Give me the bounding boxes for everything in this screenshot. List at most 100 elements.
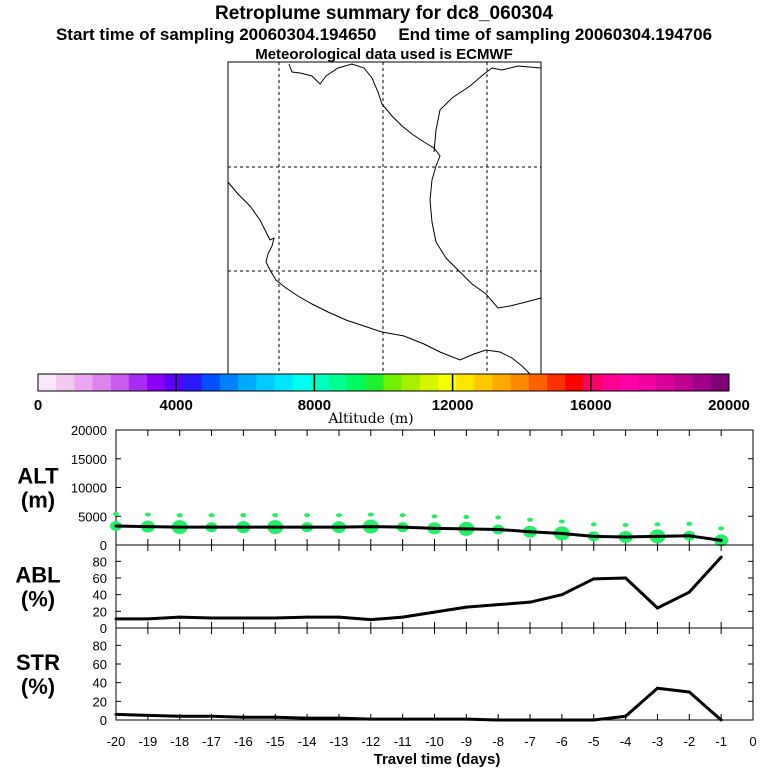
data-point <box>560 593 564 597</box>
y-tick-label: 80 <box>93 554 107 569</box>
colorbar-swatch <box>383 374 403 391</box>
colorbar-swatch <box>456 374 475 391</box>
data-point <box>655 686 659 690</box>
coastline <box>288 63 542 309</box>
data-point <box>305 615 309 619</box>
x-tick-label: -6 <box>556 734 568 749</box>
end-time-label: End time of sampling 20060304.194706 <box>398 25 713 44</box>
colorbar-swatch <box>219 374 239 391</box>
coastline <box>227 181 531 375</box>
y-tick-label: 40 <box>93 588 107 603</box>
plume-marker <box>431 514 438 519</box>
x-tick-label: -16 <box>234 734 253 749</box>
data-point <box>114 524 118 528</box>
colorbar-swatch <box>547 374 566 391</box>
data-point <box>719 538 723 542</box>
data-point <box>273 715 277 719</box>
x-tick-label: -3 <box>652 734 664 749</box>
plume-marker <box>654 522 661 527</box>
plume-marker <box>558 519 565 524</box>
x-tick-label: -17 <box>202 734 221 749</box>
colorbar-swatch <box>692 374 712 391</box>
data-point <box>305 716 309 720</box>
colorbar-swatch <box>474 374 494 391</box>
plume-marker <box>113 512 119 517</box>
data-point <box>496 527 500 531</box>
y-tick-label: 10000 <box>71 481 107 496</box>
x-tick-label: 0 <box>749 734 756 749</box>
y-tick-label: 40 <box>93 676 107 691</box>
data-point <box>337 525 341 529</box>
panels: 05000100001500020000ALT(m)020406080ABL(%… <box>15 423 754 728</box>
panel-unit: (%) <box>21 587 55 612</box>
plume-marker <box>367 512 374 517</box>
colorbar-swatch <box>74 374 94 391</box>
colorbar-swatch <box>147 374 166 391</box>
data-point <box>273 616 277 620</box>
colorbar-swatch <box>201 374 221 391</box>
data-point <box>464 527 468 531</box>
data-point <box>592 534 596 538</box>
panel-label: STR <box>16 650 60 675</box>
data-point <box>178 525 182 529</box>
data-point <box>433 526 436 530</box>
x-tick-label: -15 <box>266 734 285 749</box>
x-axis: -20 -19 -18 -17 -16 -15 -14 -13 -12 -11 -10 -9 -8 -7-… <box>107 734 757 749</box>
panel-frame <box>115 627 754 721</box>
data-point <box>592 577 596 581</box>
colorbar-swatch <box>92 374 112 391</box>
x-tick-label: -7 <box>524 734 536 749</box>
y-tick-label: 5000 <box>78 509 107 524</box>
x-tick-label: -18 <box>170 734 189 749</box>
data-point <box>560 532 564 535</box>
panel-label: ABL <box>15 563 60 588</box>
x-tick-label: -11 <box>394 734 412 749</box>
data-point <box>305 525 309 529</box>
data-point <box>464 717 468 721</box>
panel-str: 0 20 40 60 80 STR(%) <box>16 627 754 728</box>
colorbar-swatch <box>328 374 348 391</box>
x-tick-label: -14 <box>298 734 317 749</box>
colorbar-swatch <box>183 374 203 391</box>
data-point <box>528 600 532 604</box>
data-point <box>114 712 118 716</box>
x-tick-label: -10 <box>425 734 444 749</box>
plume-marker <box>176 513 183 518</box>
colorbar-swatch <box>601 374 621 391</box>
plume-marker <box>463 514 470 519</box>
x-tick-label: -20 <box>107 734 126 749</box>
colorbar-tick-label: 0 <box>34 397 42 414</box>
data-point <box>624 576 628 580</box>
colorbar-swatch <box>583 374 603 391</box>
colorbar-tick-label: 16000 <box>570 397 612 414</box>
y-tick-label: 0 <box>100 538 107 553</box>
colorbar-swatch <box>292 374 312 391</box>
data-point <box>687 590 691 594</box>
series-line <box>115 524 722 542</box>
chart-title: Retroplume summary for dc8_060304 <box>215 3 553 24</box>
panel-alt: 0 5000 10000 15000 20000 ALT(m) <box>17 423 754 553</box>
colorbar-swatch <box>56 374 75 391</box>
data-point <box>146 713 150 717</box>
data-point <box>337 716 341 720</box>
panel-frame <box>115 544 754 629</box>
map <box>227 61 542 375</box>
data-point <box>369 618 373 622</box>
plume-marker <box>622 522 629 527</box>
colorbar-tick-label: 12000 <box>432 397 474 414</box>
data-point <box>178 714 182 718</box>
data-point <box>433 610 436 614</box>
y-tick-label: 80 <box>93 638 107 653</box>
coastline <box>433 65 542 153</box>
data-point <box>146 525 150 529</box>
colorbar-swatch <box>528 374 548 391</box>
y-tick-label: 0 <box>100 713 107 728</box>
colorbar-swatch <box>128 374 148 391</box>
y-tick-label: 20 <box>93 694 107 709</box>
plume-marker <box>208 513 215 518</box>
data-point <box>241 616 245 620</box>
data-point <box>114 617 118 621</box>
colorbar-swatch <box>438 374 457 391</box>
data-point <box>401 717 405 721</box>
